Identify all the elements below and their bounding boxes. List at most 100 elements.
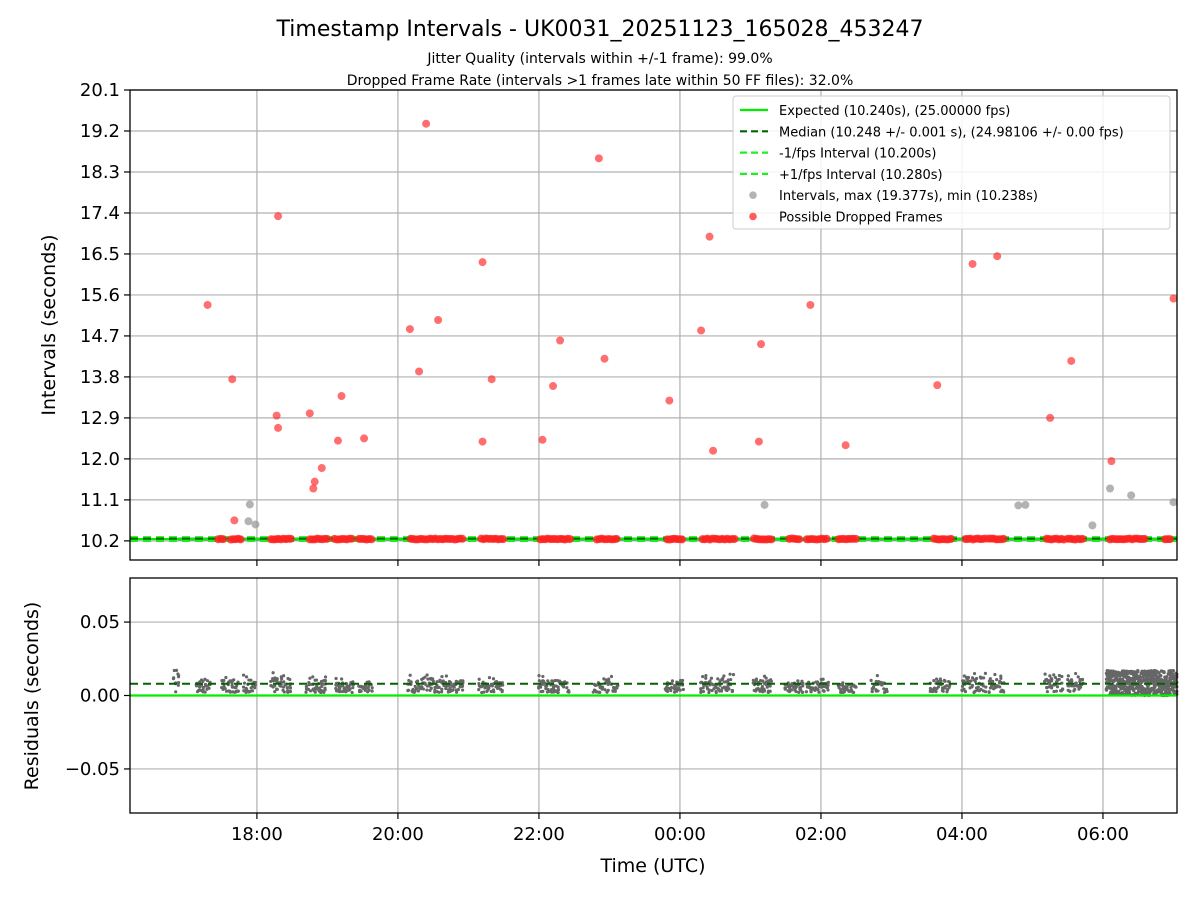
residual-point — [1171, 668, 1176, 673]
residual-point — [1127, 690, 1132, 694]
interval-point — [251, 520, 260, 529]
residual-point — [1112, 672, 1116, 677]
residual-point — [1080, 678, 1084, 682]
residuals-y-axis-label: Residuals (seconds) — [21, 602, 43, 791]
residual-point — [821, 677, 825, 681]
residual-point — [308, 676, 312, 680]
dropped-frame-point — [367, 535, 376, 544]
residual-point — [874, 679, 878, 684]
residual-point — [768, 684, 772, 688]
dropped-frame-point — [347, 534, 356, 543]
residual-point — [494, 680, 499, 684]
residual-point — [701, 674, 705, 679]
chart-title: Timestamp Intervals - UK0031_20251123_16… — [276, 17, 924, 42]
residual-point — [201, 686, 205, 690]
residual-point — [972, 671, 977, 676]
residual-point — [789, 688, 794, 692]
legend-marker — [749, 191, 757, 199]
dropped-frame-point — [487, 375, 496, 384]
interval-point — [760, 500, 769, 509]
residual-point — [241, 685, 246, 689]
residual-point — [1059, 689, 1064, 693]
residual-point — [282, 674, 286, 678]
residuals-plot: 0.05 0.00 −0.05 18:00 20:00 22:00 00:00 02:00 0… — [21, 577, 1179, 877]
residual-point — [282, 680, 286, 684]
dropped-frame-point — [851, 534, 860, 543]
residual-point — [669, 685, 674, 690]
residual-point — [801, 681, 805, 686]
residual-point — [269, 679, 273, 683]
dropped-frame-point — [286, 534, 295, 543]
dropped-frame-point — [274, 212, 283, 221]
residual-point — [334, 676, 338, 681]
residual-point — [427, 684, 431, 688]
residual-point — [344, 690, 348, 694]
residuals-y-tick-label: −0.05 — [65, 759, 120, 780]
residual-point — [1045, 677, 1049, 682]
residual-point — [417, 684, 421, 688]
residual-point — [241, 673, 246, 677]
intervals-plot: 10.2 11.1 12.0 12.9 13.8 14.7 15.6 16.5 17.4 18.3… — [38, 80, 1178, 566]
residual-point — [1049, 679, 1054, 683]
residual-point — [441, 679, 445, 683]
residual-point — [962, 687, 966, 691]
residual-point — [826, 683, 830, 687]
interval-point — [1021, 500, 1030, 509]
residual-point — [1159, 689, 1164, 693]
residual-point — [1074, 671, 1078, 676]
residual-point — [491, 688, 496, 692]
intervals-y-tick-label: 11.1 — [80, 490, 120, 511]
residual-point — [704, 673, 708, 678]
residual-point — [714, 689, 718, 694]
residual-point — [783, 687, 787, 691]
residual-point — [281, 688, 285, 692]
dropped-frame-point — [360, 434, 369, 443]
dropped-frame-point — [549, 382, 558, 391]
residual-point — [960, 684, 965, 689]
residual-point — [1052, 689, 1056, 694]
residual-point — [415, 679, 420, 683]
legend-marker — [749, 212, 757, 221]
residual-point — [275, 687, 279, 691]
residual-point — [442, 683, 446, 688]
residual-point — [817, 690, 821, 694]
residual-point — [176, 675, 181, 679]
residual-point — [1109, 686, 1113, 691]
dropped-frame-point — [757, 340, 766, 349]
residual-point — [565, 686, 569, 690]
residuals-points — [171, 668, 1179, 698]
residual-point — [699, 687, 703, 691]
residual-point — [174, 668, 179, 672]
residual-point — [801, 690, 805, 694]
residual-point — [1104, 688, 1109, 692]
residual-point — [1162, 670, 1166, 675]
residual-point — [275, 677, 279, 681]
residual-point — [729, 677, 733, 682]
residual-point — [1076, 675, 1080, 679]
legend-label: Intervals, max (19.377s), min (10.238s) — [779, 189, 1038, 204]
residual-point — [444, 686, 448, 690]
residual-point — [1138, 676, 1143, 680]
residual-point — [932, 678, 936, 683]
residual-point — [1168, 691, 1172, 695]
residual-point — [730, 688, 735, 693]
residual-point — [701, 689, 706, 694]
residual-point — [842, 690, 846, 694]
dropped-frame-point — [203, 300, 212, 309]
residual-point — [936, 685, 941, 689]
residual-point — [871, 685, 876, 689]
residual-point — [364, 684, 368, 688]
residual-point — [171, 676, 176, 680]
residual-point — [288, 677, 292, 682]
residual-point — [821, 688, 826, 693]
dropped-frame-point — [678, 535, 687, 544]
residual-point — [606, 682, 610, 686]
intervals-y-tick-label: 16.5 — [80, 244, 120, 265]
dropped-frame-point — [434, 315, 443, 324]
residual-point — [285, 686, 289, 690]
intervals-y-tick-label: 12.9 — [80, 408, 120, 429]
legend-box — [732, 95, 1171, 230]
residual-point — [963, 690, 968, 694]
legend-item: Expected (10.240s), (25.00000 fps) — [740, 104, 1010, 119]
residual-point — [279, 684, 283, 688]
